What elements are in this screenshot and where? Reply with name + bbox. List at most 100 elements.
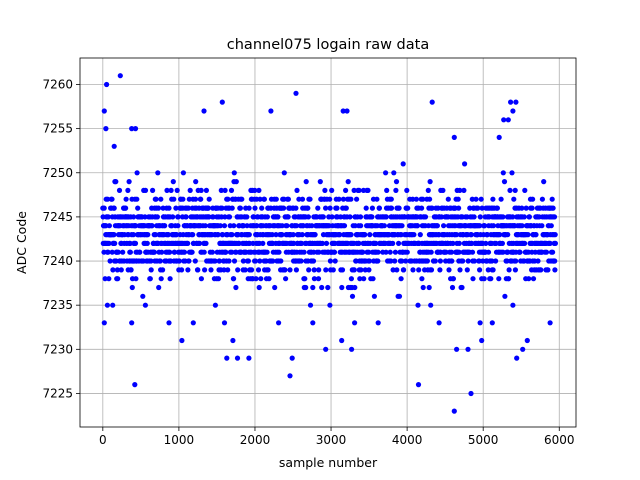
data-point [257, 258, 263, 264]
data-point [311, 276, 317, 282]
data-point [160, 267, 166, 273]
data-point [340, 196, 346, 202]
data-point [392, 249, 398, 255]
data-point [454, 232, 460, 238]
data-point [225, 196, 231, 202]
data-point [550, 205, 556, 211]
x-tick-label: 2000 [240, 433, 271, 447]
data-point [352, 320, 358, 326]
data-point [110, 267, 116, 273]
data-point [198, 276, 204, 282]
data-point [552, 232, 558, 238]
data-point [316, 267, 322, 273]
data-point [419, 276, 425, 282]
data-points [100, 73, 559, 414]
data-point [429, 99, 435, 105]
data-point [456, 240, 462, 246]
data-point [432, 258, 438, 264]
data-point [339, 267, 346, 273]
data-point [158, 196, 164, 202]
data-point [285, 196, 291, 202]
data-point [383, 214, 389, 220]
data-point [221, 320, 228, 326]
data-point [479, 337, 485, 344]
data-point [520, 346, 526, 352]
data-point [185, 205, 191, 211]
data-point [339, 337, 345, 344]
data-point [298, 258, 304, 264]
data-point [500, 170, 506, 176]
data-point [506, 276, 512, 282]
data-point [477, 223, 483, 229]
data-point [327, 302, 333, 308]
data-point [252, 187, 258, 193]
data-point [229, 205, 235, 211]
data-point [526, 276, 532, 282]
data-point [244, 214, 250, 220]
data-point [137, 249, 143, 255]
data-point [522, 187, 528, 193]
data-point [538, 267, 544, 273]
data-point [339, 284, 345, 291]
data-point [106, 240, 112, 246]
data-point [269, 232, 275, 238]
data-point [490, 196, 496, 202]
data-point [256, 187, 262, 193]
data-point [329, 214, 335, 220]
data-point [354, 196, 360, 202]
data-point [226, 258, 232, 264]
data-point [264, 249, 270, 255]
data-point [456, 205, 462, 211]
data-point [266, 276, 272, 282]
data-point [132, 126, 139, 132]
data-point [109, 196, 115, 202]
data-point [396, 240, 402, 246]
data-point [240, 258, 246, 264]
data-point [392, 258, 398, 264]
data-point [225, 267, 231, 273]
data-point [144, 240, 150, 246]
data-point [112, 240, 118, 246]
data-point [115, 276, 121, 282]
data-point [340, 108, 346, 114]
data-point [475, 205, 481, 211]
data-point [325, 284, 331, 291]
data-point [552, 240, 559, 246]
data-point [129, 284, 135, 291]
data-point [329, 187, 335, 193]
data-point [114, 267, 120, 273]
data-point [306, 267, 312, 273]
data-point [323, 267, 329, 273]
data-point [530, 276, 537, 282]
data-point [438, 214, 445, 220]
data-point [375, 249, 381, 255]
data-point [246, 205, 252, 211]
data-point [490, 267, 496, 273]
data-point [110, 302, 116, 308]
data-point [171, 249, 178, 255]
data-point [496, 134, 502, 140]
data-point [507, 187, 513, 193]
data-point [344, 108, 350, 114]
data-point [203, 187, 209, 193]
data-point [231, 258, 238, 264]
data-point [371, 293, 377, 299]
data-point [462, 161, 468, 167]
data-point [111, 205, 117, 211]
data-point [220, 232, 226, 238]
data-point [116, 187, 123, 193]
data-point [226, 214, 233, 220]
data-point [323, 240, 330, 246]
data-point [362, 267, 368, 273]
data-point [212, 302, 218, 308]
data-point [227, 223, 233, 229]
data-point [189, 249, 195, 255]
data-point [552, 258, 558, 264]
data-point [450, 240, 456, 246]
data-point [449, 284, 456, 291]
data-point [111, 232, 117, 238]
data-point [391, 170, 397, 176]
data-point [403, 258, 409, 264]
data-point [505, 117, 511, 123]
data-point [410, 196, 416, 202]
